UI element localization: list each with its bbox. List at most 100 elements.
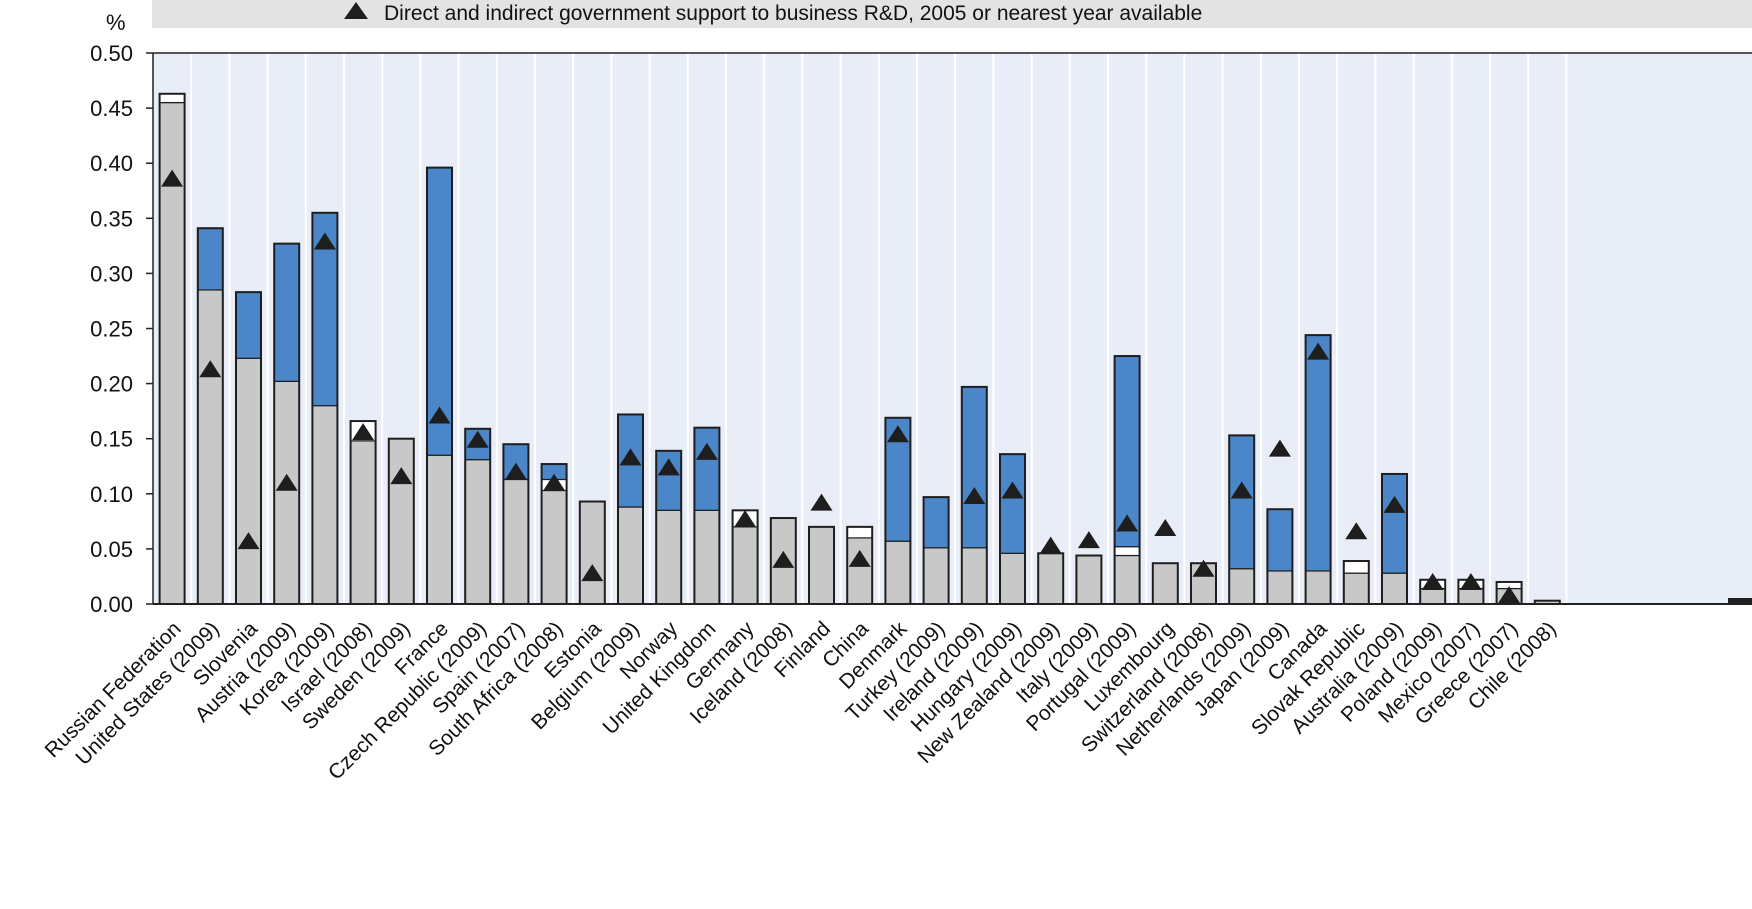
marker-triangle — [1077, 531, 1100, 549]
bar-group — [808, 525, 835, 605]
bar-segment — [1457, 587, 1485, 605]
marker-triangle — [1498, 586, 1521, 604]
bar-segment — [846, 526, 873, 539]
bar-segment — [922, 496, 950, 549]
bar-segment — [1304, 570, 1332, 605]
bar-group — [884, 416, 912, 605]
bar-segment — [1419, 587, 1446, 605]
marker-triangle — [390, 467, 413, 485]
bar-segment — [1304, 334, 1332, 572]
legend: Direct and indirect government support t… — [152, 0, 1752, 28]
legend-background — [152, 0, 1752, 28]
bar-segment — [1113, 546, 1141, 557]
bar-segment — [1075, 554, 1103, 605]
y-tick-label: 0.15 — [90, 427, 133, 452]
legend-label: Direct and indirect government support t… — [384, 2, 1202, 25]
marker-triangle — [1345, 522, 1368, 540]
bar-segment — [922, 547, 950, 605]
marker-triangle — [352, 423, 375, 441]
marker-triangle — [848, 549, 871, 567]
bar-group — [1075, 554, 1103, 606]
bar-group — [846, 525, 874, 605]
bar-segment — [579, 500, 606, 605]
marker-triangle — [1383, 495, 1406, 513]
bar-group — [235, 291, 262, 605]
marker-triangle — [581, 564, 604, 582]
bar-group — [1151, 562, 1179, 606]
marker-triangle — [657, 458, 680, 476]
bar-segment — [693, 427, 721, 511]
bar-group — [1342, 560, 1370, 605]
marker-triangle — [1192, 559, 1215, 577]
bar-group — [273, 242, 301, 605]
bar-group — [502, 443, 530, 605]
marker-triangle — [275, 473, 298, 491]
bar-segment — [1343, 560, 1370, 574]
bar-group — [617, 413, 644, 605]
bar-segment — [502, 478, 529, 605]
bar-segment — [1152, 562, 1179, 605]
bar-group — [349, 420, 377, 605]
bar-segment — [197, 289, 224, 605]
bar-group — [1228, 434, 1256, 606]
bar-segment — [961, 386, 988, 549]
y-tick-label: 0.00 — [90, 592, 133, 617]
y-axis-label: % — [106, 10, 126, 35]
marker-triangle — [1459, 572, 1482, 590]
bar-segment — [961, 547, 988, 605]
bar-group — [922, 496, 950, 605]
bar-segment — [311, 405, 338, 605]
bar-segment — [999, 453, 1026, 554]
bar-segment — [1037, 552, 1064, 605]
marker-triangle — [1039, 536, 1062, 554]
bar-group — [540, 463, 568, 605]
bar-segment — [1381, 572, 1408, 605]
y-tick-label: 0.20 — [90, 372, 133, 397]
bar-segment — [273, 380, 300, 605]
bar-segment — [273, 243, 300, 382]
bar-segment — [999, 552, 1026, 605]
y-tick-label: 0.45 — [90, 96, 133, 121]
marker-triangle — [504, 462, 527, 480]
marker-triangle — [161, 169, 184, 187]
bar-segment — [388, 438, 415, 605]
marker-triangle — [199, 360, 222, 378]
marker-triangle — [1154, 518, 1177, 536]
axis-end-stub — [1728, 598, 1752, 604]
bar-segment — [235, 291, 262, 359]
y-tick-label: 0.40 — [90, 151, 133, 176]
bar-segment — [235, 357, 262, 605]
bar-segment — [1228, 434, 1255, 570]
bar-segment — [1381, 473, 1408, 574]
y-tick-label: 0.50 — [90, 41, 133, 66]
bar-segment — [1266, 508, 1294, 572]
bar-group — [311, 211, 339, 605]
bar-group — [1266, 508, 1294, 605]
marker-triangle — [466, 430, 489, 448]
bar-segment — [693, 509, 721, 605]
bar-segment — [426, 454, 453, 605]
bar-group — [655, 449, 683, 605]
bar-group — [1381, 472, 1408, 605]
bar-group — [426, 166, 453, 605]
bar-segment — [808, 526, 835, 605]
y-tick-label: 0.25 — [90, 317, 133, 342]
marker-triangle — [543, 473, 566, 491]
y-tick-label: 0.05 — [90, 537, 133, 562]
bar-segment — [159, 93, 186, 104]
bar-segment — [350, 440, 377, 605]
marker-triangle — [1001, 481, 1024, 499]
bar-group — [196, 227, 224, 606]
bar-segment — [884, 540, 912, 605]
bar-group — [999, 453, 1026, 605]
marker-triangle — [1268, 439, 1291, 457]
marker-triangle — [1116, 514, 1139, 532]
bar-segment — [1113, 554, 1141, 605]
marker-triangle — [428, 406, 451, 424]
bar-group — [387, 437, 415, 606]
marker-triangle — [963, 487, 986, 505]
marker-triangle — [237, 532, 260, 550]
marker-triangle — [1230, 481, 1253, 499]
marker-triangle — [1421, 572, 1444, 590]
bar-group — [578, 500, 606, 606]
